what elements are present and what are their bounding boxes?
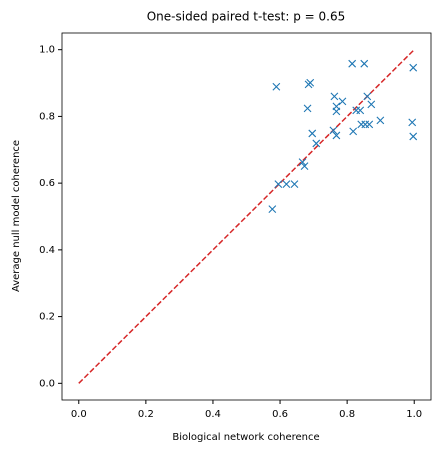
- point: [360, 59, 369, 68]
- point: [332, 131, 341, 140]
- point: [290, 180, 299, 189]
- point: [300, 162, 309, 171]
- point: [408, 118, 417, 127]
- x-tick-label: 0.0: [71, 409, 87, 420]
- point: [338, 97, 347, 106]
- point: [268, 205, 277, 214]
- y-tick-label: 1.0: [39, 45, 55, 56]
- point: [348, 59, 357, 68]
- point: [329, 126, 338, 135]
- point: [349, 127, 358, 136]
- y-tick-label: 0.2: [39, 312, 55, 323]
- point: [330, 92, 339, 101]
- point: [298, 158, 307, 167]
- x-axis-label: Biological network coherence: [172, 432, 319, 443]
- point: [303, 104, 312, 113]
- y-tick-label: 0.0: [39, 378, 55, 389]
- plot-frame: [61, 32, 432, 401]
- point: [357, 120, 366, 129]
- point: [367, 100, 376, 109]
- point: [361, 120, 370, 129]
- x-tick-label: 0.6: [272, 409, 288, 420]
- point: [409, 63, 418, 72]
- point: [304, 80, 313, 89]
- chart-title: One-sided paired t-test: p = 0.65: [147, 10, 346, 24]
- y-tick-label: 0.6: [39, 178, 55, 189]
- point: [272, 82, 281, 91]
- point: [312, 139, 321, 148]
- point: [308, 129, 317, 138]
- point: [274, 180, 283, 189]
- x-tick-label: 0.8: [339, 409, 355, 420]
- point: [356, 106, 365, 115]
- point: [409, 132, 418, 141]
- y-tick-label: 0.8: [39, 111, 55, 122]
- point: [363, 92, 372, 101]
- y-axis-label: Average null model coherence: [11, 140, 22, 292]
- x-tick-label: 0.2: [138, 409, 154, 420]
- x-tick-label: 1.0: [406, 409, 422, 420]
- point: [332, 107, 341, 116]
- x-tick-label: 0.4: [205, 409, 221, 420]
- y-tick-label: 0.4: [39, 245, 55, 256]
- point: [376, 116, 385, 125]
- point: [282, 180, 291, 189]
- point: [365, 120, 374, 129]
